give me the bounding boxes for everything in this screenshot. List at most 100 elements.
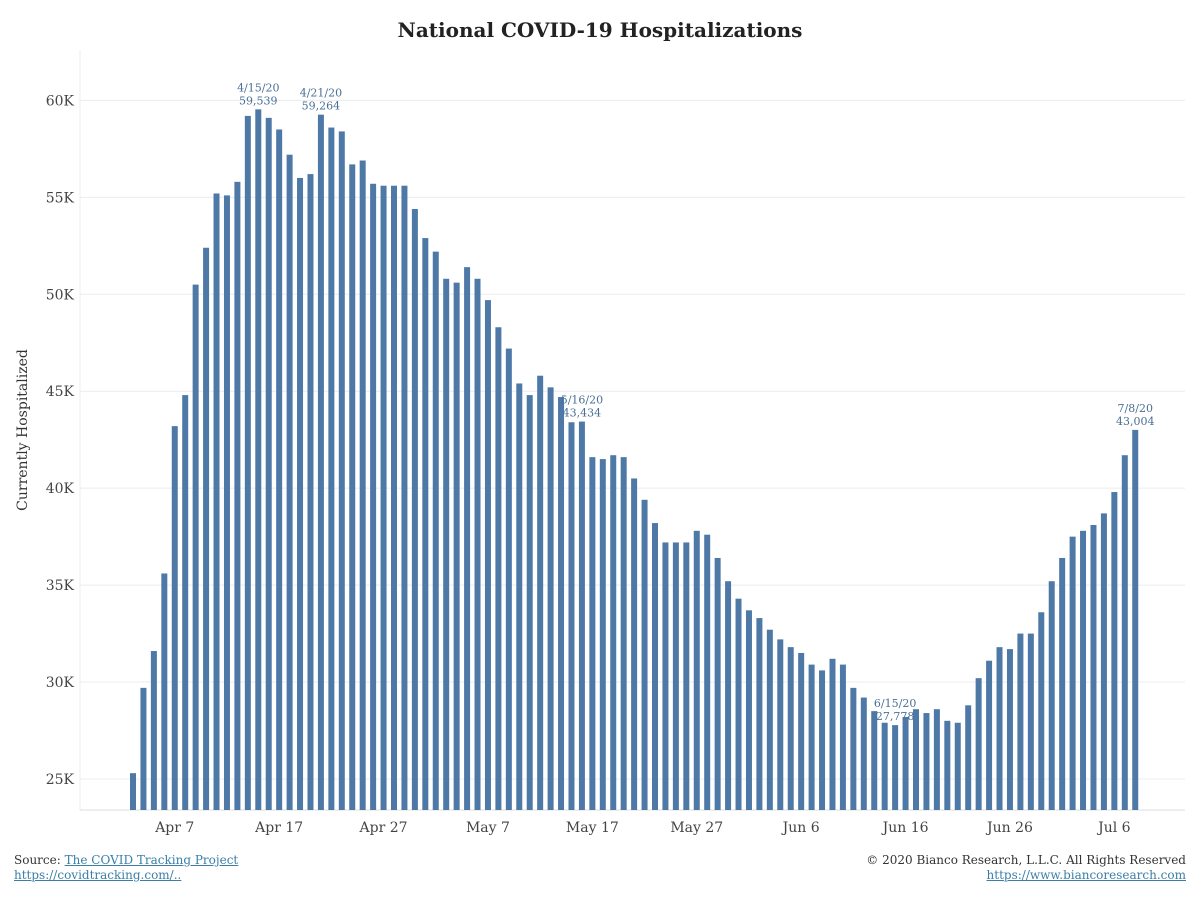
annotation-value: 43,004 [1116,415,1155,428]
bar [1006,649,1013,810]
bar [443,278,450,810]
bar [1059,557,1066,810]
bar [662,542,669,810]
annotation-date: 5/16/20 [561,394,603,407]
bar [1080,530,1087,810]
y-tick-label: 40K [46,481,75,497]
bar [474,278,481,810]
bar [547,387,554,810]
bar [286,154,293,811]
bar [464,267,471,811]
bar [411,208,418,810]
bar [871,711,878,810]
bar [923,713,930,810]
bar [391,185,397,810]
x-tick-label: Apr 17 [254,820,303,836]
x-tick-label: May 27 [670,820,723,836]
bar [975,678,982,810]
bar [839,664,846,810]
bar [161,573,168,810]
annotation-date: 4/21/20 [300,87,342,100]
bar [297,177,304,811]
bar [495,327,502,810]
bar [652,523,658,810]
bar [1100,513,1107,810]
bar [986,660,993,810]
bar [1090,525,1097,810]
bar [453,282,460,810]
bar [672,542,679,810]
x-tick-label: Jul 6 [1096,820,1131,836]
bar [401,185,408,810]
bar [631,478,638,810]
site-link[interactable]: https://www.biancoresearch.com [986,868,1186,882]
source-link[interactable]: The COVID Tracking Project [64,853,239,867]
bar [150,651,157,810]
source-url-link[interactable]: https://covidtracking.com/.. [14,868,182,882]
bar [244,115,251,811]
bar [558,397,565,810]
bar [328,127,335,810]
y-tick-label: 25K [46,772,75,788]
bar [1111,492,1118,810]
bar [1069,536,1076,810]
bar [725,581,732,810]
bar [756,618,763,810]
x-tick-label: Jun 16 [881,820,929,836]
bar [537,375,544,810]
bar [808,664,815,810]
bar [505,348,512,810]
y-axis-title: Currently Hospitalized [15,349,31,511]
bar [913,709,919,810]
bar [568,422,575,810]
x-tick-label: Jun 6 [781,820,820,836]
bar [683,542,690,810]
copyright-block: © 2020 Bianco Research, L.L.C. All Right… [866,853,1186,883]
bar [787,647,794,810]
bar [829,658,836,810]
x-tick-label: May 7 [466,820,510,836]
bar [338,131,345,810]
bar [380,185,387,810]
chart-title: National COVID-19 Hospitalizations [398,18,803,42]
bar [1038,612,1045,810]
bar [171,426,178,810]
bar [484,300,491,810]
bar [578,421,585,810]
y-tick-label: 35K [46,578,75,594]
bar [223,195,230,811]
bar [234,181,241,810]
bar [317,114,324,810]
bar [359,160,366,811]
copyright-text: © 2020 Bianco Research, L.L.C. All Right… [866,853,1186,867]
bar [860,697,867,810]
bar [933,709,940,810]
bar [777,639,784,810]
bar [432,251,439,810]
bar [641,499,648,810]
bar [1017,633,1024,810]
y-tick-label: 60K [46,93,75,109]
bar [965,705,972,810]
bar [182,395,189,810]
source-label: Source: [14,853,61,867]
bar [589,457,596,810]
bar [203,247,210,810]
annotation-date: 7/8/20 [1118,402,1153,415]
bar [798,652,805,810]
y-tick-label: 55K [46,190,75,206]
bar [192,284,199,811]
bar [265,117,272,811]
bar [693,530,700,810]
bar [850,687,857,810]
x-tick-label: Apr 7 [154,820,194,836]
x-tick-label: Jun 26 [985,820,1033,836]
bar [704,534,711,810]
bar [881,722,888,810]
bar [996,647,1003,810]
bar [902,716,909,810]
annotation-value: 27,778 [876,710,915,723]
y-tick-label: 30K [46,675,75,691]
bar [370,183,377,810]
